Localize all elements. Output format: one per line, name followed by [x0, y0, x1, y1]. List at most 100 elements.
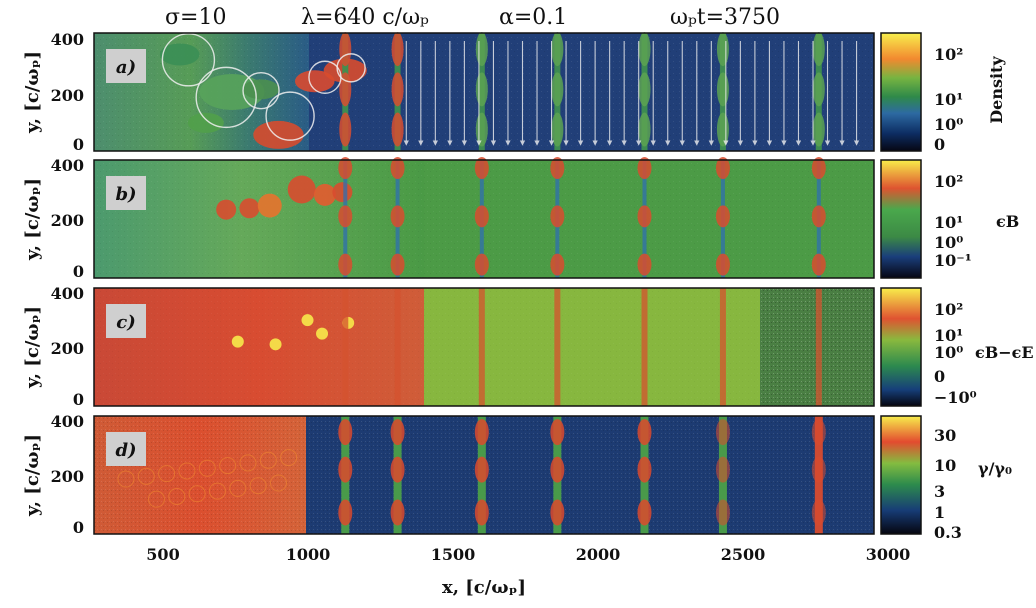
panel-a-streamline-loop-0	[161, 33, 216, 87]
panel-b-island-2-0	[474, 253, 489, 276]
panel-a-island-4-2	[638, 32, 651, 67]
panel-b-island-6-0	[811, 253, 826, 276]
panel-d-island-4-0	[637, 499, 652, 526]
panel-d-hot-swirl	[198, 459, 216, 477]
panel-b-hotspot-3	[287, 175, 316, 204]
panel-d: d)	[93, 415, 875, 535]
panel-c-current-sheet-5	[719, 288, 726, 406]
colorbar-b-tick-0: 10²	[934, 172, 963, 191]
panel-c-current-sheet-0	[342, 288, 349, 406]
panel-c-current-sheet-3	[554, 288, 561, 406]
x-axis: 500 1000 1500 2000 2500 3000 x, [c/ωₚ]	[146, 545, 910, 598]
y-tick-a-200: 200	[51, 86, 84, 105]
panel-a-streamlines	[161, 33, 860, 146]
colorbar-c-tick-1: 10¹	[934, 326, 963, 345]
panel-b-hotspot-5	[332, 182, 353, 203]
panel-d-features	[107, 416, 826, 534]
panel-a-island-2-1	[475, 72, 488, 107]
y-tick-b-400: 400	[51, 156, 84, 175]
y-axis-label-d: y, [c/ωₚ]	[22, 434, 43, 517]
panel-a-island-6-2	[812, 32, 825, 67]
colorbar-a-title: Density	[987, 56, 1006, 124]
panel-d-hot-swirl	[249, 477, 267, 495]
panel-a: a)	[93, 32, 875, 152]
colorbar-b-scale	[880, 159, 922, 279]
panel-a-island-3-1	[551, 72, 564, 107]
panel-a-frame	[93, 32, 875, 152]
panel-d-island-2-2	[474, 419, 489, 446]
panel-b-island-6-1	[811, 205, 826, 228]
y-tick-a-0: 0	[73, 135, 84, 154]
panel-a-island-3-0	[551, 112, 564, 147]
colorbar-d-tick-0: 30	[934, 426, 956, 445]
panel-d-island-0-2	[338, 419, 353, 446]
y-tick-d-0: 0	[73, 518, 84, 537]
panel-a-streamline-loop-5	[336, 53, 366, 83]
panel-b-hotspot-4	[313, 183, 336, 206]
x-tick-3000: 3000	[866, 545, 911, 564]
panel-d-island-0-1	[338, 456, 353, 483]
colorbar-a-scale	[880, 32, 922, 152]
panel-c-hotspot-0	[231, 335, 244, 348]
panel-a-island-4-1	[638, 72, 651, 107]
panel-b-hotspot-0	[216, 199, 237, 220]
colorbar-c-tick-0: 10²	[934, 300, 963, 319]
panel-a-island-0-1	[339, 72, 352, 107]
panel-d-hot-swirl	[168, 487, 186, 505]
y-tick-a-400: 400	[51, 30, 84, 49]
panel-c-current-sheet-1	[394, 288, 401, 406]
panel-d-hot-swirl	[137, 467, 155, 485]
panel-a-island-2-2	[475, 32, 488, 67]
y-tick-b-200: 200	[51, 211, 84, 230]
colorbar-c-title: ϵB−ϵE	[975, 343, 1034, 362]
colorbar-b: 10² 10¹ 10⁰ 10⁻¹ ϵB	[880, 159, 1019, 279]
panel-d-island-4-2	[637, 419, 652, 446]
panel-c-hotspot-2	[301, 314, 314, 327]
panel-b-island-4-1	[637, 205, 652, 228]
panel-c-hotspot-3	[316, 327, 329, 340]
panel-b-island-3-2	[550, 157, 565, 180]
panel-b-island-1-2	[390, 157, 405, 180]
colorbar-d-tick-3: 1	[934, 503, 945, 522]
panel-a-island-5-1	[716, 72, 729, 107]
panel-d-island-1-0	[390, 499, 405, 526]
panel-a-island-1-2	[391, 32, 404, 67]
colorbar-a-tick-2: 10⁰	[934, 115, 963, 134]
colorbar-b-title: ϵB	[996, 212, 1019, 231]
colorbar-a-tick-1: 10¹	[934, 90, 963, 109]
panel-b-island-3-1	[550, 205, 565, 228]
y-axis-label-a: y, [c/ωₚ]	[22, 51, 43, 134]
colorbar-d-tick-2: 3	[934, 482, 945, 501]
panel-a-island-3-2	[551, 32, 564, 67]
panel-a-tag-box	[106, 49, 146, 83]
header-sigma: σ=10	[165, 5, 226, 30]
panel-d-hot-swirl	[208, 482, 226, 500]
colorbar-d-title: γ/γ₀	[978, 459, 1012, 478]
panel-c-hotspot-1	[269, 338, 282, 351]
panel-b-island-4-0	[637, 253, 652, 276]
x-tick-2500: 2500	[721, 545, 766, 564]
panel-b-island-6-2	[811, 157, 826, 180]
panel-d-island-3-1	[550, 456, 565, 483]
panel-d-island-4-1	[637, 456, 652, 483]
panel-d-hot-swirl	[280, 449, 298, 467]
panel-c-tag: c)	[116, 312, 135, 333]
panel-d-hot-swirl	[188, 485, 206, 503]
panel-d-frame	[93, 415, 875, 535]
header-lambda: λ=640 c/ωₚ	[301, 5, 429, 30]
panel-c: c)	[93, 287, 875, 407]
panel-d-hot-swirl	[158, 465, 176, 483]
panel-a-island-1-0	[391, 112, 404, 147]
panel-a-island-6-0	[812, 112, 825, 147]
panel-d-island-2-0	[474, 499, 489, 526]
header-alpha: α=0.1	[499, 5, 567, 30]
panel-a-island-0-2	[339, 32, 352, 67]
panel-b-island-1-0	[390, 253, 405, 276]
panel-c-current-sheet-2	[478, 288, 485, 406]
panel-d-island-0-0	[338, 499, 353, 526]
colorbar-c: 10² 10¹ 10⁰ 0 −10⁰ ϵB−ϵE	[880, 287, 1034, 407]
panel-d-island-5-1	[715, 456, 730, 483]
panel-a-streamline-loop-1	[195, 66, 257, 129]
panel-b-island-0-2	[338, 157, 353, 180]
panel-d-hot-swirl	[178, 462, 196, 480]
